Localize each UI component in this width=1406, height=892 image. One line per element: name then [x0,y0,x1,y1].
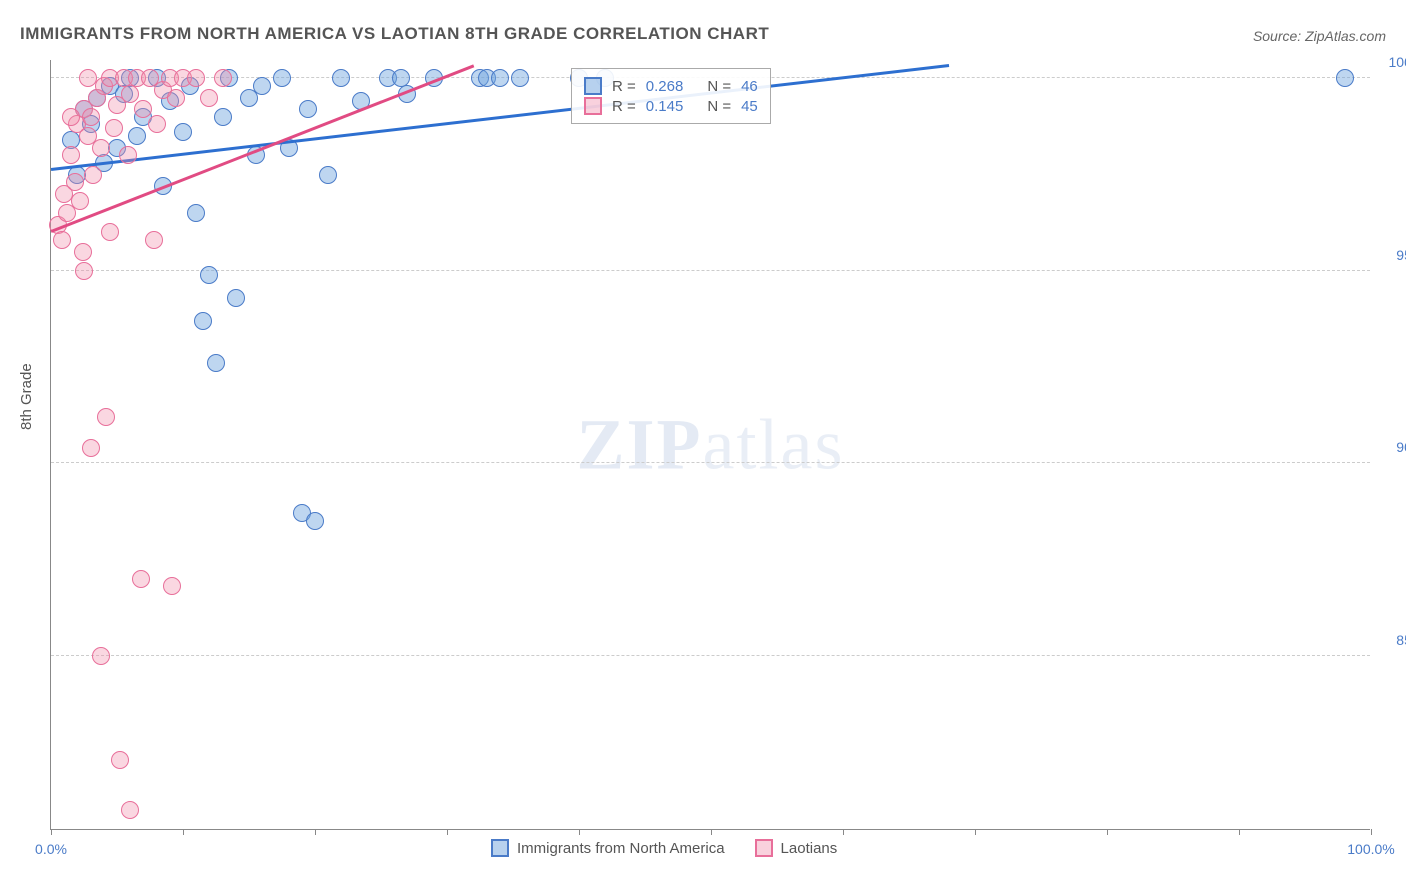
scatter-point [148,115,166,133]
scatter-point [1336,69,1354,87]
x-tick [711,829,712,835]
scatter-point [306,512,324,530]
scatter-plot-area: ZIPatlas 85.0%90.0%95.0%100.0%0.0%100.0%… [50,60,1370,830]
x-tick [975,829,976,835]
scatter-point [214,69,232,87]
x-tick [579,829,580,835]
x-tick [1239,829,1240,835]
legend-r-value: 0.268 [646,78,684,95]
source-label: Source: [1253,28,1301,44]
scatter-point [167,89,185,107]
x-tick [447,829,448,835]
scatter-point [121,801,139,819]
scatter-point [101,223,119,241]
scatter-point [132,570,150,588]
series-legend: Immigrants from North America Laotians [491,839,837,857]
legend-row: R = 0.268 N = 46 [584,77,758,95]
legend-item: Laotians [755,839,838,857]
legend-swatch [584,77,602,95]
y-axis-label: 8th Grade [18,363,35,430]
x-tick [51,829,52,835]
scatter-point [75,262,93,280]
legend-n-label: N = [707,78,731,95]
x-tick [183,829,184,835]
scatter-point [84,166,102,184]
scatter-point [194,312,212,330]
watermark: ZIPatlas [577,403,845,486]
legend-r-label: R = [612,78,636,95]
legend-n-value: 46 [741,78,758,95]
gridline [51,270,1370,271]
y-tick-label: 85.0% [1376,632,1406,648]
legend-row: R = 0.145 N = 45 [584,97,758,115]
scatter-point [119,146,137,164]
scatter-point [187,69,205,87]
scatter-point [79,69,97,87]
scatter-point [200,89,218,107]
legend-series-label: Laotians [781,840,838,857]
legend-swatch [491,839,509,857]
legend-r-label: R = [612,98,636,115]
scatter-point [491,69,509,87]
watermark-light: atlas [703,404,845,484]
scatter-point [511,69,529,87]
watermark-bold: ZIP [577,404,703,484]
scatter-point [253,77,271,95]
y-tick-label: 95.0% [1376,247,1406,263]
scatter-point [145,231,163,249]
scatter-point [187,204,205,222]
x-tick [1371,829,1372,835]
scatter-point [74,243,92,261]
scatter-point [207,354,225,372]
x-tick-label: 0.0% [35,841,67,857]
scatter-point [97,408,115,426]
legend-n-label: N = [707,98,731,115]
scatter-point [227,289,245,307]
scatter-point [82,108,100,126]
correlation-legend: R = 0.268 N = 46 R = 0.145 N = 45 [571,68,771,124]
y-tick-label: 100.0% [1376,54,1406,70]
legend-r-value: 0.145 [646,98,684,115]
gridline [51,655,1370,656]
x-tick [1107,829,1108,835]
scatter-point [92,139,110,157]
scatter-point [163,577,181,595]
scatter-point [214,108,232,126]
scatter-point [319,166,337,184]
legend-swatch [584,97,602,115]
scatter-point [82,439,100,457]
scatter-point [128,127,146,145]
legend-n-value: 45 [741,98,758,115]
scatter-point [273,69,291,87]
scatter-point [53,231,71,249]
x-tick [843,829,844,835]
scatter-point [62,146,80,164]
gridline [51,462,1370,463]
legend-series-label: Immigrants from North America [517,840,725,857]
source-name: ZipAtlas.com [1305,28,1386,44]
scatter-point [92,647,110,665]
x-tick [315,829,316,835]
scatter-point [174,123,192,141]
scatter-point [332,69,350,87]
scatter-point [121,85,139,103]
scatter-point [134,100,152,118]
chart-title: IMMIGRANTS FROM NORTH AMERICA VS LAOTIAN… [20,24,769,44]
scatter-point [200,266,218,284]
scatter-point [66,173,84,191]
legend-swatch [755,839,773,857]
scatter-point [111,751,129,769]
y-tick-label: 90.0% [1376,439,1406,455]
scatter-point [71,192,89,210]
scatter-point [299,100,317,118]
scatter-point [105,119,123,137]
scatter-point [62,108,80,126]
x-tick-label: 100.0% [1347,841,1394,857]
source-attribution: Source: ZipAtlas.com [1253,28,1386,44]
legend-item: Immigrants from North America [491,839,725,857]
